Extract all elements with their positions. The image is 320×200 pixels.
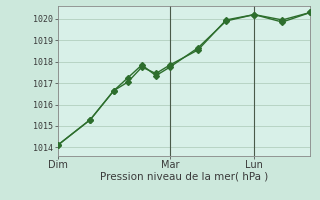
X-axis label: Pression niveau de la mer( hPa ): Pression niveau de la mer( hPa ) <box>100 172 268 182</box>
